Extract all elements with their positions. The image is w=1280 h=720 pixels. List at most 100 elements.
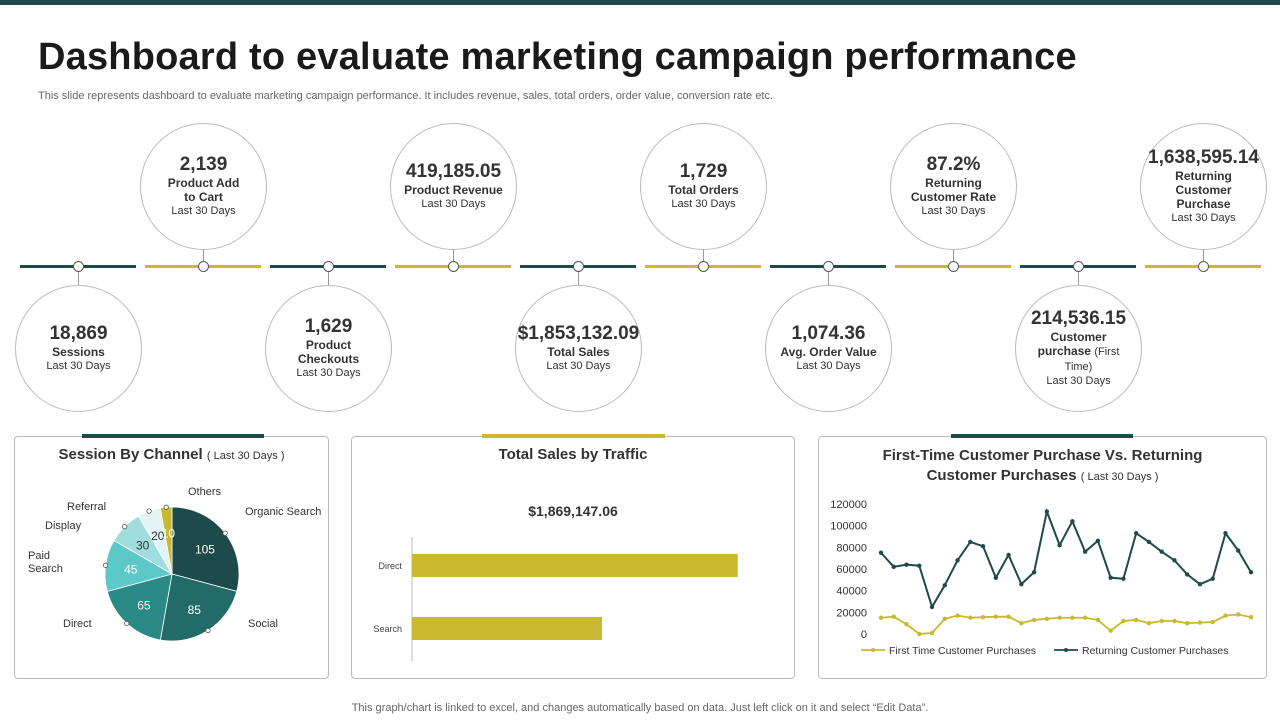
line-point xyxy=(955,613,960,618)
timeline-dot xyxy=(1198,261,1209,272)
kpi-label: Returning Customer Purchase xyxy=(1175,169,1232,211)
pie-data-label: 85 xyxy=(188,603,202,617)
line-point xyxy=(1185,572,1190,577)
pie-category-label: Social xyxy=(248,618,278,630)
line-point xyxy=(1121,618,1126,624)
line-point xyxy=(1070,615,1075,620)
page-subtitle: This slide represents dashboard to evalu… xyxy=(38,90,773,102)
kpi-total-orders: 1,729 Total Orders Last 30 Days xyxy=(640,123,767,250)
pie-label-marker xyxy=(124,620,130,626)
top-accent-bar xyxy=(0,0,1280,5)
line-point xyxy=(1006,552,1011,558)
kpi-period: Last 30 Days xyxy=(921,205,986,217)
pie-label-marker xyxy=(222,530,228,536)
timeline-dot xyxy=(448,261,459,272)
line-series-first-time xyxy=(880,613,1252,635)
line-point xyxy=(1159,618,1164,624)
line-point xyxy=(993,575,999,580)
pie-category-label: Paid xyxy=(28,550,50,562)
line-point xyxy=(1019,620,1024,626)
kpi-value: 419,185.05 xyxy=(405,161,502,182)
timeline-connector xyxy=(828,271,829,286)
timeline-dot xyxy=(73,261,84,272)
line-point xyxy=(917,631,922,637)
kpi-product-add-to-cart: 2,139 Product Add to Cart Last 30 Days xyxy=(140,123,267,250)
footer-note: This graph/chart is linked to excel, and… xyxy=(351,702,929,714)
line-title-main: First-Time Customer Purchase Vs. Returni… xyxy=(882,447,1203,484)
kpi-sessions: 18,869 Sessions Last 30 Days xyxy=(15,285,142,412)
line-point xyxy=(1197,620,1203,625)
line-point xyxy=(929,630,935,636)
timeline-connector xyxy=(953,249,954,262)
line-point xyxy=(1044,616,1050,622)
line-y-tick-label: 0 xyxy=(861,629,867,641)
kpi-label: Product Add to Cart xyxy=(167,176,240,204)
line-point xyxy=(1082,549,1088,554)
pie-data-label: 20 xyxy=(151,529,165,543)
bar-direct xyxy=(412,554,738,577)
kpi-avg-order-value: 1,074.36 Avg. Order Value Last 30 Days xyxy=(765,285,892,412)
bar-chart: Direct Search xyxy=(373,537,738,661)
kpi-label: Product Revenue xyxy=(404,183,503,197)
kpi-period: Last 30 Days xyxy=(546,360,611,372)
legend-label: First Time Customer Purchases xyxy=(889,645,1036,657)
kpi-period: Last 30 Days xyxy=(1046,375,1111,387)
legend-marker xyxy=(1064,648,1068,652)
kpi-period: Last 30 Days xyxy=(796,360,861,372)
timeline-connector xyxy=(328,271,329,286)
kpi-label: Avg. Order Value xyxy=(780,345,877,359)
pie-data-label: 105 xyxy=(195,543,215,557)
line-point xyxy=(1248,570,1254,575)
line-chart: 0 20000 40000 60000 80000 100000 120000 First T… xyxy=(830,499,1254,657)
line-point xyxy=(904,562,909,567)
panel-accent xyxy=(482,434,665,438)
kpi-period: Last 30 Days xyxy=(171,205,236,217)
line-point xyxy=(942,616,947,622)
line-point xyxy=(1057,615,1062,620)
timeline-connector xyxy=(453,249,454,262)
line-chart-title: First-Time Customer Purchase Vs. Returni… xyxy=(819,446,1266,487)
line-point xyxy=(1108,575,1113,580)
pie-category-label: Direct xyxy=(63,618,92,630)
kpi-value: 87.2% xyxy=(926,154,981,175)
pie-category-label: Others xyxy=(188,486,222,498)
kpi-value: $1,853,132.09 xyxy=(517,323,640,344)
legend-label: Returning Customer Purchases xyxy=(1082,645,1228,657)
kpi-label-main: Customer purchase xyxy=(1037,330,1107,358)
line-point xyxy=(929,604,935,610)
pie-data-label: 65 xyxy=(137,599,151,613)
kpi-value: 18,869 xyxy=(49,323,108,344)
line-title-note: ( Last 30 Days ) xyxy=(1080,471,1159,483)
line-point xyxy=(891,614,896,619)
line-y-tick-label: 120000 xyxy=(830,499,867,511)
kpi-label: Total Orders xyxy=(668,183,739,197)
line-y-tick-label: 80000 xyxy=(836,542,867,554)
line-point xyxy=(1159,549,1164,554)
legend-marker xyxy=(871,648,875,652)
line-point xyxy=(1019,581,1024,587)
kpi-label: Product Checkouts xyxy=(297,338,360,366)
timeline-connector xyxy=(78,271,79,286)
line-y-tick-label: 40000 xyxy=(836,586,867,598)
kpi-label: Customer purchase (First Time) xyxy=(1023,330,1135,374)
pie-data-label: 30 xyxy=(136,539,150,553)
bar-chart-title: Total Sales by Traffic xyxy=(498,446,648,463)
timeline-connector xyxy=(1203,249,1204,262)
kpi-total-sales: $1,853,132.09 Total Sales Last 30 Days xyxy=(515,285,642,412)
line-point xyxy=(1146,539,1152,545)
total-sales-by-traffic-panel: Total Sales by Traffic $1,869,147.06 Dir… xyxy=(351,434,795,679)
kpi-value: 214,536.15 xyxy=(1030,308,1127,329)
kpi-value: 1,729 xyxy=(679,161,728,182)
bar-category-label: Direct xyxy=(378,561,402,571)
line-point xyxy=(942,583,947,588)
line-series-returning xyxy=(880,508,1252,610)
kpi-period: Last 30 Days xyxy=(421,198,486,210)
panel-accent xyxy=(82,434,264,438)
line-point xyxy=(1070,519,1075,524)
pie-chart-title: Session By Channel ( Last 30 Days ) xyxy=(15,445,328,466)
line-point xyxy=(1133,531,1139,536)
line-point xyxy=(1095,538,1101,544)
timeline-dot xyxy=(823,261,834,272)
pie-title-note: ( Last 30 Days ) xyxy=(206,450,285,462)
kpi-value: 1,638,595.14 xyxy=(1148,147,1259,168)
